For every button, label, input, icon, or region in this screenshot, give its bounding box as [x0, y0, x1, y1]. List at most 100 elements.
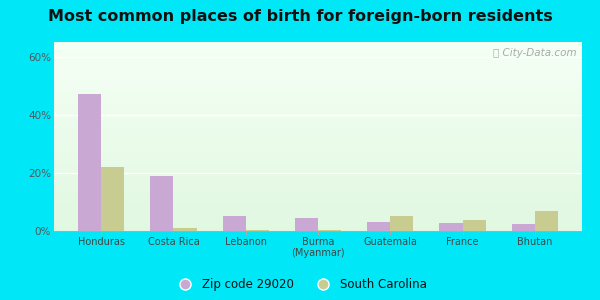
- Bar: [54, 64, 582, 65]
- Bar: [54, 84, 582, 85]
- Bar: [54, 115, 582, 116]
- Bar: [54, 208, 582, 209]
- Bar: [54, 109, 582, 110]
- Bar: [223, 217, 246, 231]
- Bar: [54, 81, 582, 82]
- Bar: [54, 166, 582, 167]
- Bar: [54, 170, 582, 172]
- Bar: [54, 217, 582, 218]
- Bar: [54, 199, 582, 200]
- Bar: [54, 119, 582, 120]
- Bar: [54, 135, 582, 136]
- Bar: [54, 47, 582, 48]
- Bar: [54, 133, 582, 134]
- Bar: [512, 224, 535, 231]
- Bar: [535, 211, 558, 231]
- Bar: [54, 184, 582, 185]
- Bar: [54, 63, 582, 64]
- Bar: [54, 181, 582, 182]
- Bar: [54, 216, 582, 217]
- Bar: [54, 49, 582, 50]
- Bar: [54, 75, 582, 76]
- Bar: [54, 211, 582, 212]
- Bar: [54, 191, 582, 192]
- Bar: [54, 168, 582, 169]
- Bar: [54, 226, 582, 227]
- Bar: [54, 193, 582, 194]
- Bar: [54, 123, 582, 124]
- Bar: [54, 113, 582, 114]
- Bar: [54, 138, 582, 139]
- Bar: [367, 222, 390, 231]
- Bar: [54, 66, 582, 67]
- Bar: [54, 104, 582, 105]
- Bar: [54, 177, 582, 178]
- Bar: [54, 161, 582, 162]
- Bar: [54, 183, 582, 184]
- Bar: [54, 105, 582, 106]
- Bar: [54, 144, 582, 145]
- Bar: [54, 153, 582, 154]
- Bar: [54, 58, 582, 59]
- Bar: [54, 162, 582, 163]
- Bar: [54, 99, 582, 100]
- Bar: [54, 72, 582, 73]
- Bar: [54, 126, 582, 127]
- Bar: [54, 128, 582, 129]
- Bar: [54, 186, 582, 187]
- Bar: [54, 160, 582, 161]
- Bar: [54, 42, 582, 43]
- Bar: [54, 56, 582, 57]
- Bar: [54, 158, 582, 159]
- Bar: [54, 85, 582, 86]
- Bar: [54, 172, 582, 173]
- Bar: [54, 98, 582, 99]
- Bar: [54, 124, 582, 125]
- Bar: [54, 67, 582, 68]
- Bar: [54, 69, 582, 70]
- Bar: [54, 131, 582, 132]
- Bar: [54, 85, 582, 86]
- Bar: [54, 229, 582, 230]
- Bar: [54, 213, 582, 214]
- Bar: [54, 130, 582, 131]
- Bar: [54, 194, 582, 195]
- Bar: [54, 195, 582, 196]
- Bar: [54, 60, 582, 61]
- Bar: [54, 103, 582, 104]
- Bar: [54, 148, 582, 149]
- Bar: [54, 129, 582, 130]
- Bar: [54, 210, 582, 211]
- Bar: [54, 117, 582, 118]
- Bar: [54, 108, 582, 109]
- Bar: [54, 150, 582, 151]
- Bar: [295, 218, 318, 231]
- Bar: [390, 216, 413, 231]
- Bar: [54, 202, 582, 203]
- Bar: [54, 106, 582, 107]
- Bar: [54, 227, 582, 228]
- Bar: [54, 188, 582, 189]
- Bar: [173, 228, 197, 231]
- Bar: [54, 82, 582, 83]
- Bar: [54, 112, 582, 113]
- Bar: [54, 139, 582, 140]
- Bar: [54, 111, 582, 112]
- Bar: [54, 91, 582, 92]
- Text: ⓘ City-Data.com: ⓘ City-Data.com: [493, 48, 577, 58]
- Bar: [54, 180, 582, 181]
- Bar: [54, 61, 582, 62]
- Bar: [54, 169, 582, 170]
- Bar: [54, 145, 582, 146]
- Bar: [54, 156, 582, 157]
- Bar: [463, 220, 486, 231]
- Bar: [78, 94, 101, 231]
- Bar: [54, 214, 582, 215]
- Bar: [54, 189, 582, 190]
- Bar: [54, 77, 582, 78]
- Bar: [54, 127, 582, 128]
- Bar: [54, 230, 582, 231]
- Bar: [54, 163, 582, 164]
- Bar: [54, 90, 582, 91]
- Bar: [54, 157, 582, 158]
